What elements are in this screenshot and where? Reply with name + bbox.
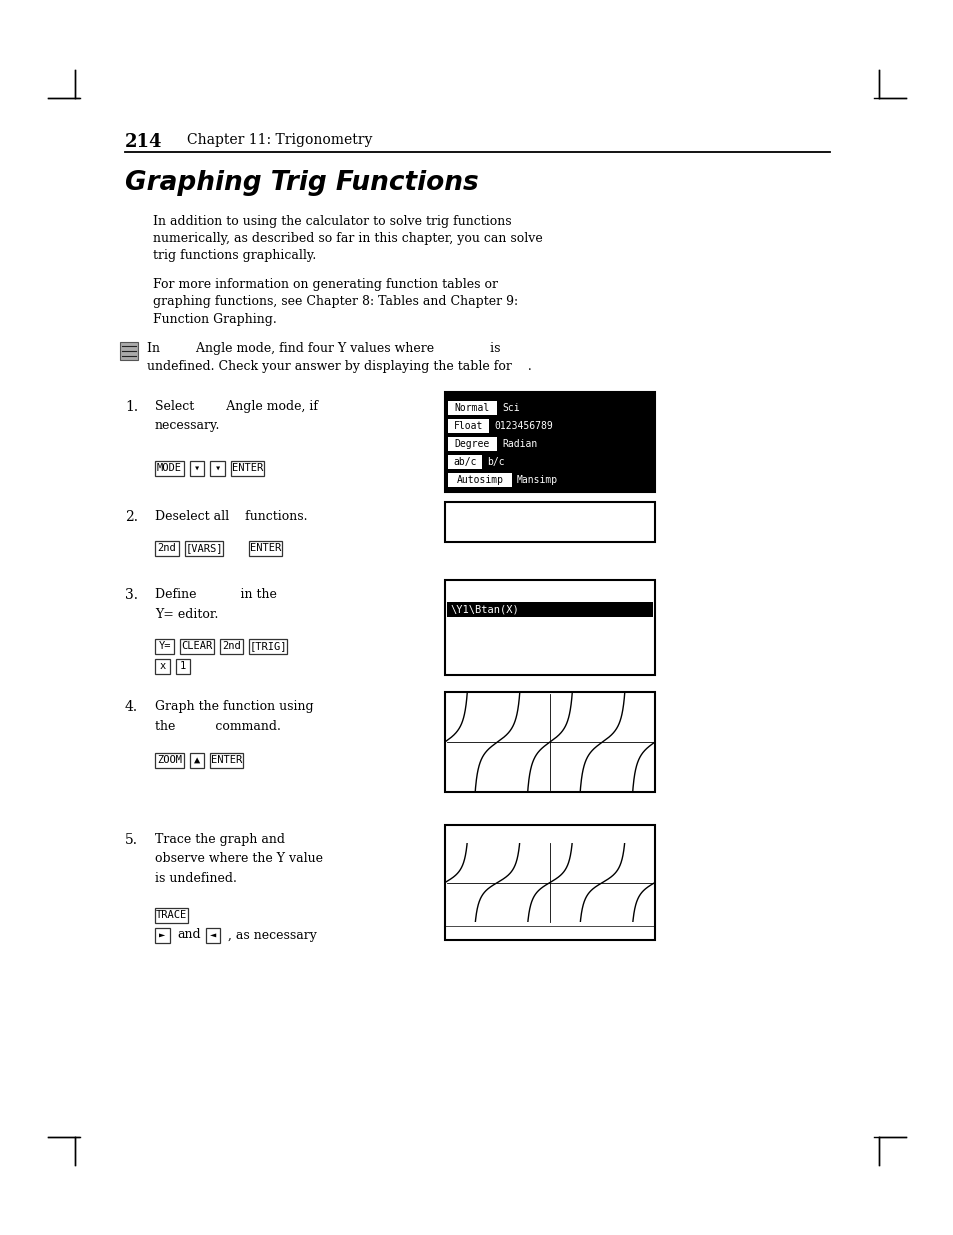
Text: ab/c: ab/c [453, 457, 476, 467]
Text: 1: 1 [180, 661, 186, 671]
Bar [154, 541, 179, 556]
Bar [210, 461, 225, 475]
Text: b/c: b/c [486, 457, 504, 467]
Text: observe where the Y value: observe where the Y value [154, 852, 323, 866]
Text: Autosimp: Autosimp [456, 475, 503, 485]
Text: ▲: ▲ [193, 755, 200, 764]
Text: Y=: Y= [158, 641, 171, 651]
Bar [180, 638, 213, 653]
Text: X=90: X=90 [450, 929, 471, 937]
Bar [120, 342, 138, 359]
Text: the          command.: the command. [154, 720, 280, 732]
Text: Graph the function using: Graph the function using [154, 700, 314, 713]
Text: TRACE: TRACE [156, 910, 187, 920]
Bar [219, 638, 243, 653]
Text: FnOff: FnOff [453, 515, 488, 529]
Text: 3.: 3. [125, 588, 138, 601]
Text: 1.: 1. [125, 400, 138, 414]
Text: MODE: MODE [156, 463, 182, 473]
Bar [444, 825, 655, 940]
Text: Y1=tan(X): Y1=tan(X) [450, 834, 497, 844]
Bar [190, 752, 204, 767]
Text: ENTER: ENTER [250, 543, 281, 553]
Text: trig functions graphically.: trig functions graphically. [152, 249, 315, 263]
Bar [448, 419, 489, 433]
Bar [175, 658, 190, 673]
Bar [448, 473, 512, 487]
Text: ENTER: ENTER [211, 755, 242, 764]
Text: 2nd: 2nd [157, 543, 176, 553]
Bar [448, 454, 481, 469]
Bar [190, 461, 204, 475]
Text: Plot1  Plot2  Plot3: Plot1 Plot2 Plot3 [453, 590, 547, 599]
Text: \Y3=: \Y3= [450, 638, 475, 648]
Text: Float: Float [454, 421, 483, 431]
Bar [250, 638, 287, 653]
Bar [210, 752, 243, 767]
Text: necessary.: necessary. [154, 420, 220, 432]
Text: ▾: ▾ [193, 463, 200, 473]
Text: Function Graphing.: Function Graphing. [152, 312, 276, 326]
Bar [444, 391, 655, 492]
Text: , as necessary: , as necessary [228, 929, 316, 941]
Bar [154, 908, 188, 923]
Bar [185, 541, 223, 556]
Text: Y= editor.: Y= editor. [154, 608, 218, 620]
Text: Graphing Trig Functions: Graphing Trig Functions [125, 170, 478, 196]
Text: Chapter 11: Trigonometry: Chapter 11: Trigonometry [187, 133, 372, 147]
Text: and: and [177, 929, 201, 941]
Text: In         Angle mode, find four Y values where              is: In Angle mode, find four Y values where … [147, 342, 500, 354]
Text: Mansimp: Mansimp [517, 475, 558, 485]
Text: ZOOM: ZOOM [156, 755, 182, 764]
Bar [448, 401, 497, 415]
Text: undefined. Check your answer by displaying the table for    .: undefined. Check your answer by displayi… [147, 359, 531, 373]
Bar [206, 927, 220, 942]
Text: Sci: Sci [501, 403, 519, 412]
Text: [TRIG]: [TRIG] [250, 641, 287, 651]
Text: Y=: Y= [564, 929, 576, 937]
Text: In addition to using the calculator to solve trig functions: In addition to using the calculator to s… [152, 215, 511, 228]
Text: Radian: Radian [501, 438, 537, 450]
Text: \Y2=: \Y2= [450, 621, 475, 631]
Text: numerically, as described so far in this chapter, you can solve: numerically, as described so far in this… [152, 232, 542, 246]
Bar [154, 658, 170, 673]
Text: For more information on generating function tables or: For more information on generating funct… [152, 278, 497, 291]
Text: \Y1\Btan(X): \Y1\Btan(X) [450, 604, 518, 614]
Text: Normal: Normal [455, 403, 490, 412]
Text: 2nd: 2nd [222, 641, 241, 651]
Bar [154, 927, 170, 942]
Text: 4.: 4. [125, 700, 138, 714]
Bar [154, 638, 174, 653]
Text: Done: Done [618, 515, 646, 529]
Text: Define           in the: Define in the [154, 588, 276, 601]
Text: Trace the graph and: Trace the graph and [154, 832, 285, 846]
Bar [154, 752, 183, 767]
Text: graphing functions, see Chapter 8: Tables and Chapter 9:: graphing functions, see Chapter 8: Table… [152, 295, 517, 309]
Bar [444, 692, 655, 792]
Bar [447, 601, 652, 618]
Bar [154, 461, 183, 475]
Text: ►: ► [159, 930, 165, 940]
Text: Deselect all    functions.: Deselect all functions. [154, 510, 307, 522]
Bar [448, 437, 497, 451]
Text: 2.: 2. [125, 510, 138, 524]
Text: CLEAR: CLEAR [181, 641, 213, 651]
Text: Select        Angle mode, if: Select Angle mode, if [154, 400, 317, 412]
Text: is undefined.: is undefined. [154, 872, 236, 885]
Bar [249, 541, 282, 556]
Text: ENTER: ENTER [232, 463, 263, 473]
Text: 214: 214 [125, 133, 162, 151]
Text: x: x [159, 661, 165, 671]
Text: ◄: ◄ [210, 930, 216, 940]
Text: Degree: Degree [455, 438, 490, 450]
Text: 5.: 5. [125, 832, 138, 847]
Text: 0123456789: 0123456789 [494, 421, 553, 431]
Text: ▾: ▾ [214, 463, 220, 473]
Text: [VARS]: [VARS] [185, 543, 222, 553]
Bar [444, 580, 655, 676]
Bar [231, 461, 264, 475]
Bar [444, 501, 655, 542]
Text: \Y4=: \Y4= [450, 655, 475, 664]
